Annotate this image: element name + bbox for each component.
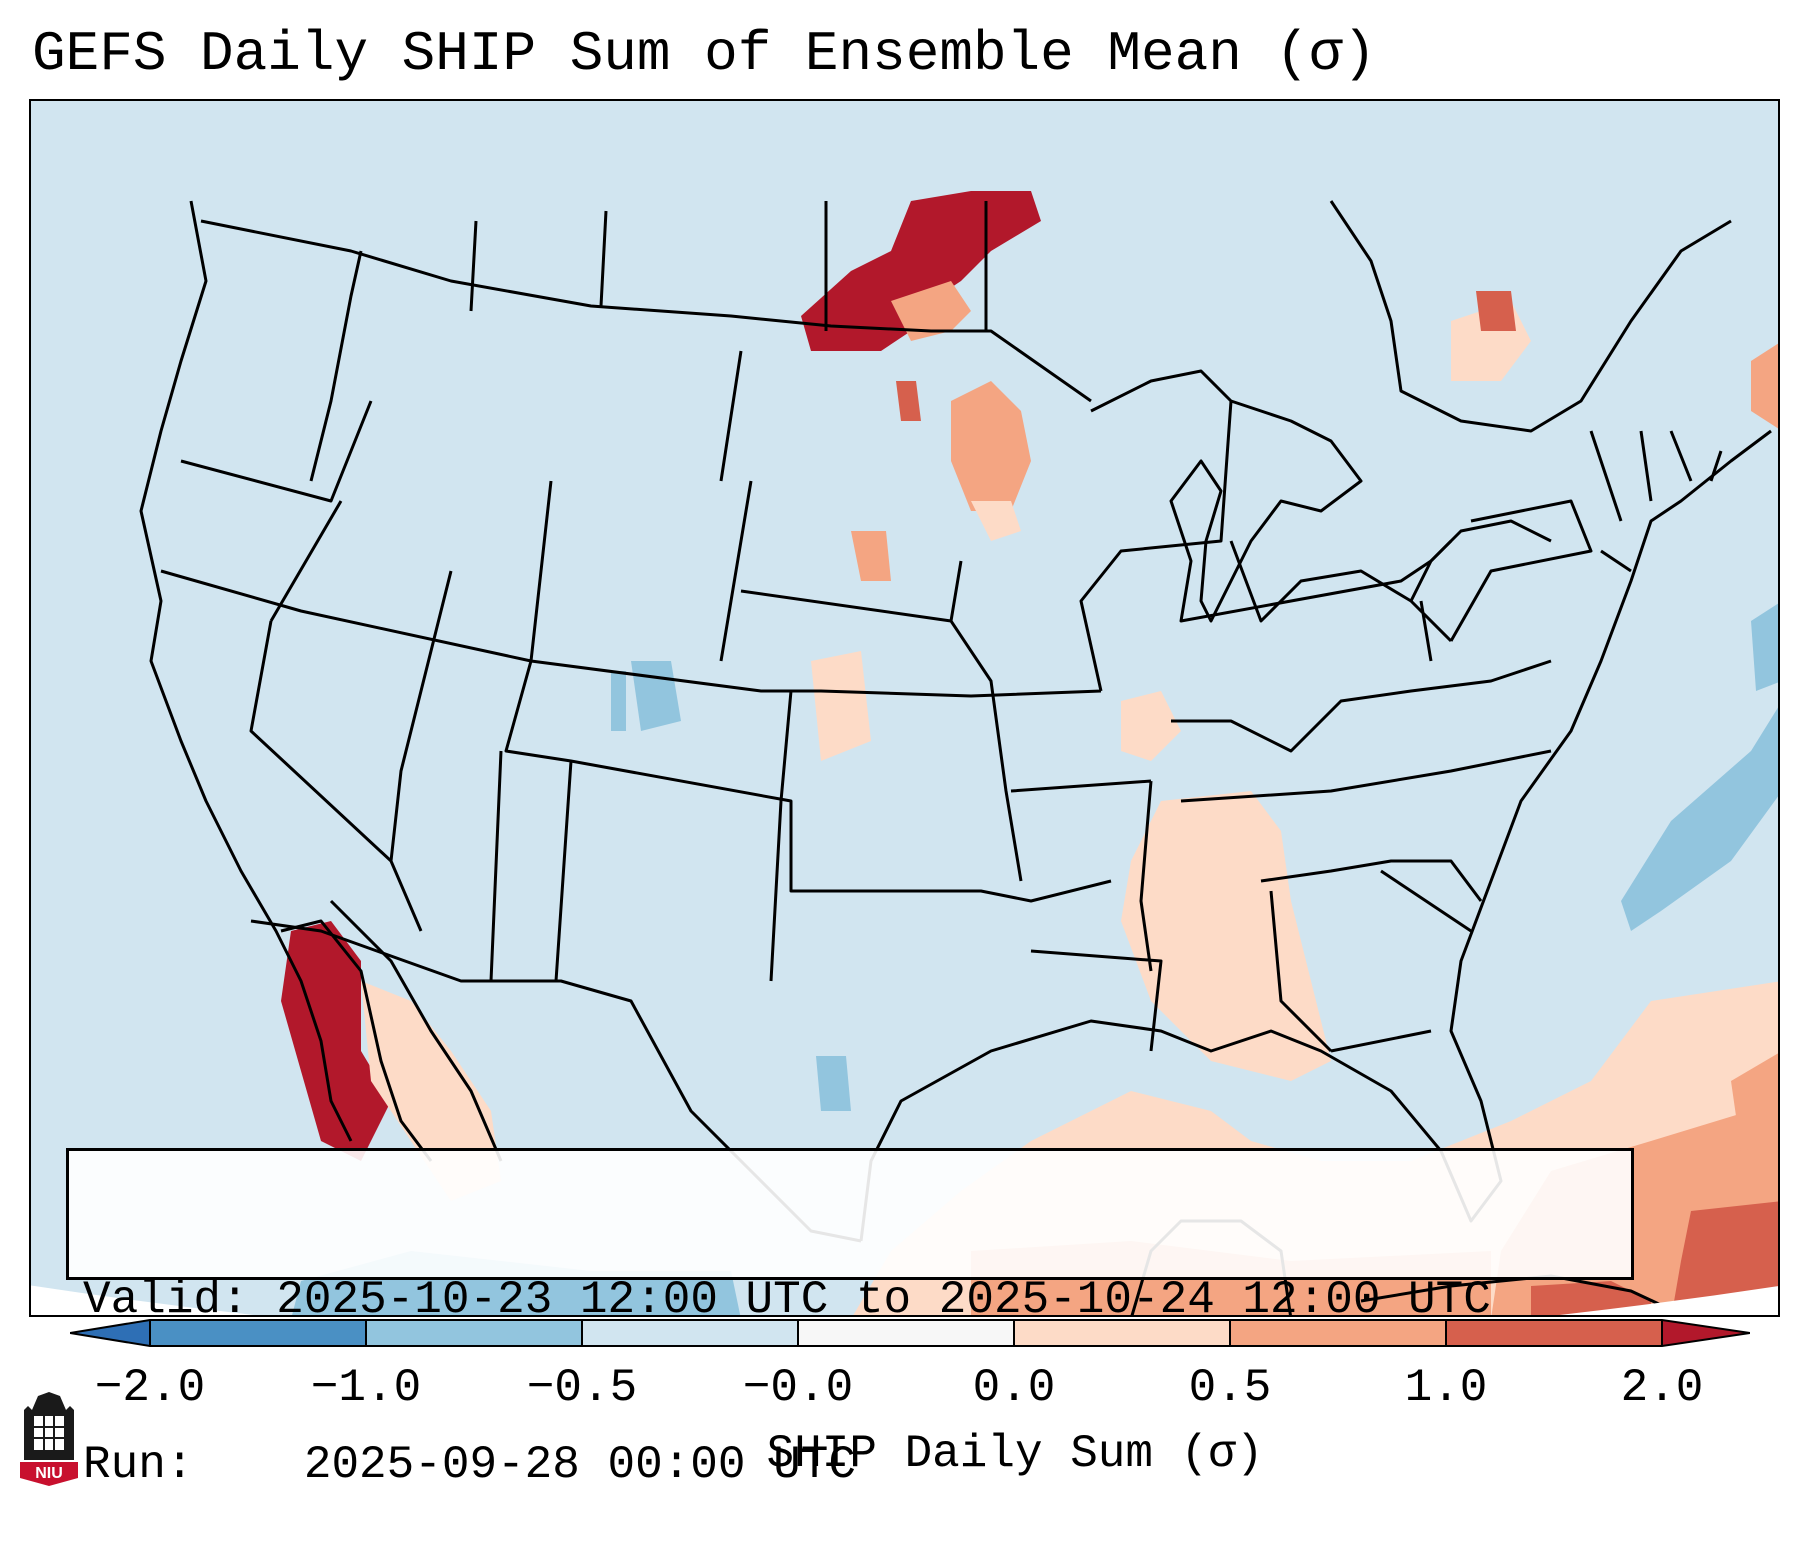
- atlantic-blue-field-2: [1751, 601, 1778, 691]
- colorbar-tick-label: 1.0: [1404, 1362, 1488, 1414]
- colorbar: [70, 1319, 1750, 1347]
- west-coast-line: [139, 200, 353, 1142]
- south-dakota-field: [851, 531, 891, 581]
- map-svg: [31, 101, 1778, 1315]
- map-frame: [29, 99, 1780, 1317]
- state-lines: [160, 350, 1723, 1053]
- ontario-core-field: [1476, 291, 1516, 331]
- colorbar-tick-label: −0.0: [742, 1362, 854, 1414]
- colorbar-tick-label: −1.0: [310, 1362, 422, 1414]
- baja-field: [281, 921, 391, 1161]
- mexico-west-coast-line: [329, 899, 503, 1162]
- colorbar-segment: [798, 1320, 1014, 1346]
- valid-line: Valid: 2025-10-23 12:00 UTC to 2025-10-2…: [83, 1273, 1617, 1328]
- great-lakes-line: [1090, 369, 1552, 623]
- colorbar-segment: [1230, 1320, 1446, 1346]
- hudson-bay-line: [1329, 200, 1732, 433]
- colorbar-segment: [1014, 1320, 1230, 1346]
- logo-shield: [20, 1462, 78, 1486]
- minnesota-fringe-field: [971, 501, 1021, 541]
- niu-logo: NIU: [20, 1392, 78, 1486]
- atlantic-blue-field: [1621, 701, 1778, 931]
- nebraska-field: [811, 651, 871, 761]
- baja-line: [280, 919, 433, 1162]
- logo-window-grid: [34, 1416, 64, 1450]
- valid-run-info-box: Valid: 2025-10-23 12:00 UTC to 2025-10-2…: [66, 1148, 1634, 1491]
- sonora-field: [361, 981, 501, 1201]
- logo-text: NIU: [35, 1465, 63, 1482]
- chart-title: GEFS Daily SHIP Sum of Ensemble Mean (σ): [32, 22, 1377, 86]
- southeast-field: [1121, 791, 1331, 1081]
- colorbar-tick-label: 0.5: [1188, 1362, 1272, 1414]
- quebec-field: [1751, 341, 1778, 431]
- colorbar-extend-min: [70, 1320, 150, 1346]
- minnesota-field: [951, 381, 1031, 511]
- colorbar-tick-label: 0.0: [972, 1362, 1056, 1414]
- colorbar-ticks: [149, 1320, 1663, 1346]
- colorbar-segment: [366, 1320, 582, 1346]
- north-dakota-field: [801, 191, 1041, 351]
- us-canada-border-line: [200, 219, 1092, 403]
- illinois-field: [1121, 691, 1181, 761]
- minnesota-north-field: [896, 381, 921, 421]
- colorbar-extend-max: [1662, 1320, 1750, 1346]
- colorbar-tick-label: 2.0: [1620, 1362, 1704, 1414]
- colorbar-segment: [582, 1320, 798, 1346]
- colorbar-segment: [150, 1320, 366, 1346]
- run-line: Run: 2025-09-28 00:00 UTC: [83, 1438, 1617, 1493]
- run-label: Run:: [83, 1439, 194, 1491]
- valid-value: 2025-10-23 12:00 UTC to 2025-10-24 12:00…: [276, 1274, 1491, 1326]
- texas-blue-field: [816, 1056, 851, 1111]
- run-value: 2025-09-28 00:00 UTC: [303, 1439, 856, 1491]
- colorbar-segment: [1446, 1320, 1662, 1346]
- colorbar-tick-label: −2.0: [94, 1362, 206, 1414]
- valid-label: Valid:: [83, 1274, 249, 1326]
- atlantic-east-field: [1731, 1051, 1778, 1151]
- logo-window: [34, 1416, 64, 1450]
- colorado-blue-field-2: [611, 671, 626, 731]
- colorbar-tick-label: −0.5: [526, 1362, 638, 1414]
- manitoba-fringe-field: [891, 281, 971, 341]
- cuba-field: [1671, 1201, 1778, 1315]
- canada-provinces-line: [309, 201, 988, 482]
- colorbar-label: SHIP Daily Sum (σ): [766, 1428, 1264, 1480]
